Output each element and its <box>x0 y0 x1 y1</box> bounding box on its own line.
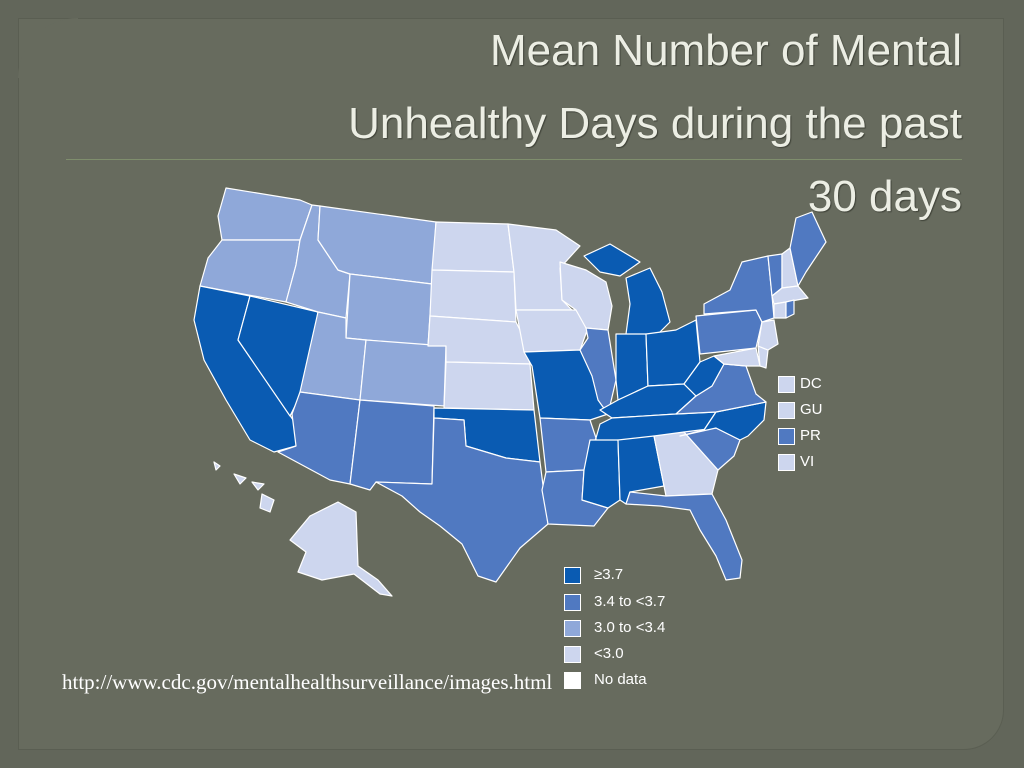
state-MS <box>581 439 621 509</box>
legend-swatch-GU <box>778 402 795 419</box>
slide-title: Mean Number of Mental Unhealthy Days dur… <box>348 26 962 221</box>
state-KS <box>443 361 535 411</box>
legend-swatch-DC <box>778 376 795 393</box>
state-NC <box>679 401 767 441</box>
state-PA <box>695 309 763 355</box>
legend-label-VI: VI <box>800 453 815 470</box>
legend-swatch-lt-3-0 <box>564 646 581 663</box>
state-WA <box>217 187 313 241</box>
legend-label-3-0-to-3-4: 3.0 to <3.4 <box>594 619 666 636</box>
state-AK <box>289 501 393 597</box>
state-MI-upper <box>583 243 641 277</box>
legend-swatch-3-4-to-3-7 <box>564 594 581 611</box>
source-url[interactable]: http://www.cdc.gov/mentalhealthsurveilla… <box>62 670 553 694</box>
legend-label-ge-3-7: ≥3.7 <box>594 566 624 583</box>
state-IA <box>515 309 589 353</box>
state-FL <box>625 491 743 581</box>
legend-label-3-4-to-3-7: 3.4 to <3.7 <box>594 593 666 610</box>
legend-label-GU: GU <box>800 401 823 418</box>
state-MD <box>713 347 761 367</box>
state-CT <box>773 301 787 319</box>
legend-label-PR: PR <box>800 427 821 444</box>
legend-label-lt-3-0: <3.0 <box>594 645 624 662</box>
state-NY <box>703 255 775 323</box>
state-TX <box>375 417 549 583</box>
legend-swatch-VI <box>778 454 795 471</box>
state-NM <box>349 399 435 491</box>
state-ND <box>431 221 515 273</box>
state-WY <box>345 273 433 347</box>
state-MI <box>625 267 671 337</box>
state-SD <box>429 269 517 323</box>
legend-label-no-data: No data <box>594 671 647 688</box>
state-ME <box>789 211 827 287</box>
legend-label-DC: DC <box>800 375 822 392</box>
state-HI <box>213 461 275 513</box>
legend-swatch-no-data <box>564 672 581 689</box>
state-NJ <box>757 319 779 351</box>
state-RI <box>785 299 795 319</box>
state-IL <box>579 327 617 415</box>
legend-swatch-PR <box>778 428 795 445</box>
legend-swatch-3-0-to-3-4 <box>564 620 581 637</box>
state-CO <box>359 339 447 407</box>
title-divider <box>66 159 962 160</box>
legend-swatch-ge-3-7 <box>564 567 581 584</box>
